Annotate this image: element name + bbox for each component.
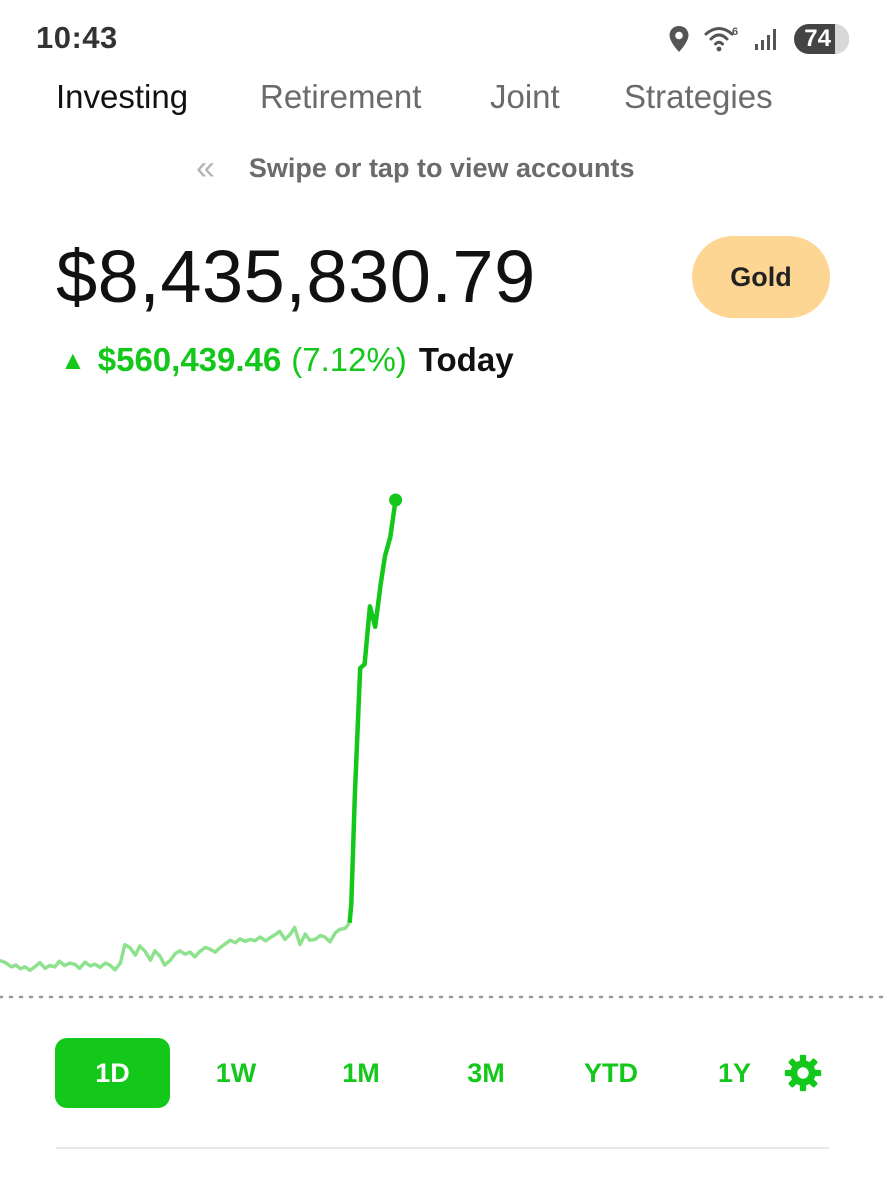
signal-icon	[755, 29, 777, 50]
up-triangle-icon: ▲	[60, 344, 86, 375]
tab-investing[interactable]: Investing	[56, 78, 189, 115]
gold-button[interactable]: Gold	[692, 236, 830, 318]
change-period: Today	[418, 341, 514, 378]
svg-text:6: 6	[732, 26, 738, 38]
range-1d-button[interactable]: 1D	[55, 1038, 170, 1108]
status-time: 10:43	[36, 20, 118, 55]
chart-line-early	[0, 921, 351, 973]
time-range-selector: 1D 1W 1M 3M YTD 1Y	[0, 1038, 885, 1108]
status-bar: 10:43 6 74	[0, 0, 885, 78]
location-icon	[669, 26, 689, 52]
battery-level: 74	[804, 25, 831, 52]
change-percent: (7.12%)	[291, 341, 407, 378]
portfolio-balance: $8,435,830.79	[56, 235, 536, 318]
chart-end-point	[389, 493, 403, 507]
swipe-hint[interactable]: « Swipe or tap to view accounts	[196, 150, 635, 186]
range-1y-button[interactable]: 1Y	[682, 1038, 787, 1108]
status-icons: 6 74	[668, 20, 849, 58]
tab-strategies[interactable]: Strategies	[624, 78, 773, 115]
chart-line-recent	[347, 499, 398, 924]
portfolio-chart[interactable]	[0, 480, 885, 1010]
tab-joint[interactable]: Joint	[490, 78, 560, 115]
range-3m-button[interactable]: 3M	[430, 1038, 542, 1108]
range-1w-button[interactable]: 1W	[180, 1038, 292, 1108]
range-ytd-button[interactable]: YTD	[555, 1038, 667, 1108]
change-amount: $560,439.46	[97, 341, 282, 378]
bottom-divider	[56, 1147, 829, 1149]
range-1m-button[interactable]: 1M	[305, 1038, 417, 1108]
double-chevron-left-icon: «	[196, 149, 215, 187]
swipe-hint-text: Swipe or tap to view accounts	[248, 152, 635, 183]
gear-icon[interactable]	[784, 1054, 822, 1092]
daily-change: ▲ $560,439.46 (7.12%) Today	[60, 340, 514, 380]
tab-retirement[interactable]: Retirement	[260, 78, 422, 115]
battery-icon: 74	[794, 24, 849, 54]
wifi-icon: 6	[704, 26, 738, 52]
